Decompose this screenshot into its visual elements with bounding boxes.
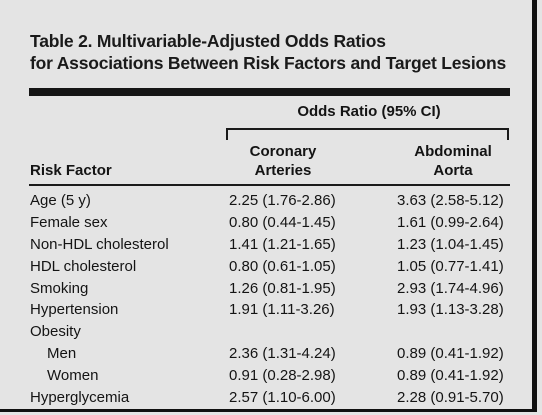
table-body: Age (5 y) 2.25 (1.76-2.86) 3.63 (2.58-5.…	[0, 190, 537, 409]
header-coronary-arteries: Coronary Arteries	[228, 142, 338, 180]
abdominal-value: 1.23 (1.04-1.45)	[397, 235, 504, 253]
table-row: Hypertension 1.91 (1.11-3.26) 1.93 (1.13…	[0, 299, 537, 321]
row-label: Men	[47, 345, 77, 363]
abdominal-value: 1.61 (0.99-2.64)	[397, 213, 504, 231]
row-group-label: Obesity	[30, 323, 81, 341]
coronary-value: 0.80 (0.44-1.45)	[229, 213, 336, 231]
coronary-value: 0.91 (0.28-2.98)	[229, 367, 336, 385]
header-rule	[29, 184, 510, 186]
row-label: Female sex	[30, 213, 108, 231]
coronary-value: 0.80 (0.61-1.05)	[229, 257, 336, 275]
coronary-value: 2.57 (1.10-6.00)	[229, 389, 336, 407]
table-row: Women 0.91 (0.28-2.98) 0.89 (0.41-1.92)	[0, 365, 537, 387]
row-label: Non-HDL cholesterol	[30, 235, 169, 253]
row-label: Age (5 y)	[30, 192, 91, 209]
header-abdominal-line-1: Abdominal	[414, 143, 492, 160]
table-row: Female sex 0.80 (0.44-1.45) 1.61 (0.99-2…	[0, 212, 537, 234]
header-abdominal-aorta: Abdominal Aorta	[398, 142, 508, 180]
table-row-group: Obesity	[0, 321, 537, 343]
abdominal-value: 2.28 (0.91-5.70)	[397, 389, 504, 407]
abdominal-value: 2.93 (1.74-4.96)	[397, 279, 504, 297]
table-row: Non-HDL cholesterol 1.41 (1.21-1.65) 1.2…	[0, 234, 537, 256]
header-abdominal-line-2: Aorta	[433, 162, 473, 179]
table-row: Men 2.36 (1.31-4.24) 0.89 (0.41-1.92)	[0, 343, 537, 365]
spanner-bracket	[226, 128, 509, 140]
table-title: Table 2. Multivariable-Adjusted Odds Rat…	[30, 30, 506, 74]
odds-ratio-spanner: Odds Ratio (95% CI)	[297, 103, 441, 120]
row-label: Hypertension	[30, 301, 119, 319]
coronary-value: 1.91 (1.11-3.26)	[229, 301, 335, 319]
title-line-2: for Associations Between Risk Factors an…	[30, 53, 507, 73]
abdominal-value: 0.89 (0.41-1.92)	[397, 367, 504, 385]
header-coronary-line-1: Coronary	[249, 143, 317, 160]
table-row: HDL cholesterol 0.80 (0.61-1.05) 1.05 (0…	[0, 256, 537, 278]
table-row: Age (5 y) 2.25 (1.76-2.86) 3.63 (2.58-5.…	[0, 190, 537, 212]
table-row: Smoking 1.26 (0.81-1.95) 2.93 (1.74-4.96…	[0, 278, 537, 300]
coronary-value: 2.25 (1.76-2.86)	[229, 192, 336, 209]
header-coronary-line-2: Arteries	[254, 162, 312, 179]
row-label: Hyperglycemia	[30, 389, 130, 407]
abdominal-value: 0.89 (0.41-1.92)	[397, 345, 504, 363]
abdominal-value: 3.63 (2.58-5.12)	[397, 192, 504, 209]
title-line-1: Table 2. Multivariable-Adjusted Odds Rat…	[30, 31, 386, 51]
heavy-rule	[29, 88, 510, 96]
row-label: Women	[47, 367, 99, 385]
table-row: Hyperglycemia 2.57 (1.10-6.00) 2.28 (0.9…	[0, 387, 537, 409]
row-label: Smoking	[30, 279, 89, 297]
header-risk-factor: Risk Factor	[30, 162, 112, 179]
abdominal-value: 1.93 (1.13-3.28)	[397, 301, 504, 319]
row-label: HDL cholesterol	[30, 257, 137, 275]
coronary-value: 2.36 (1.31-4.24)	[229, 345, 336, 363]
coronary-value: 1.26 (0.81-1.95)	[229, 279, 336, 297]
coronary-value: 1.41 (1.21-1.65)	[229, 235, 336, 253]
abdominal-value: 1.05 (0.77-1.41)	[397, 257, 504, 275]
